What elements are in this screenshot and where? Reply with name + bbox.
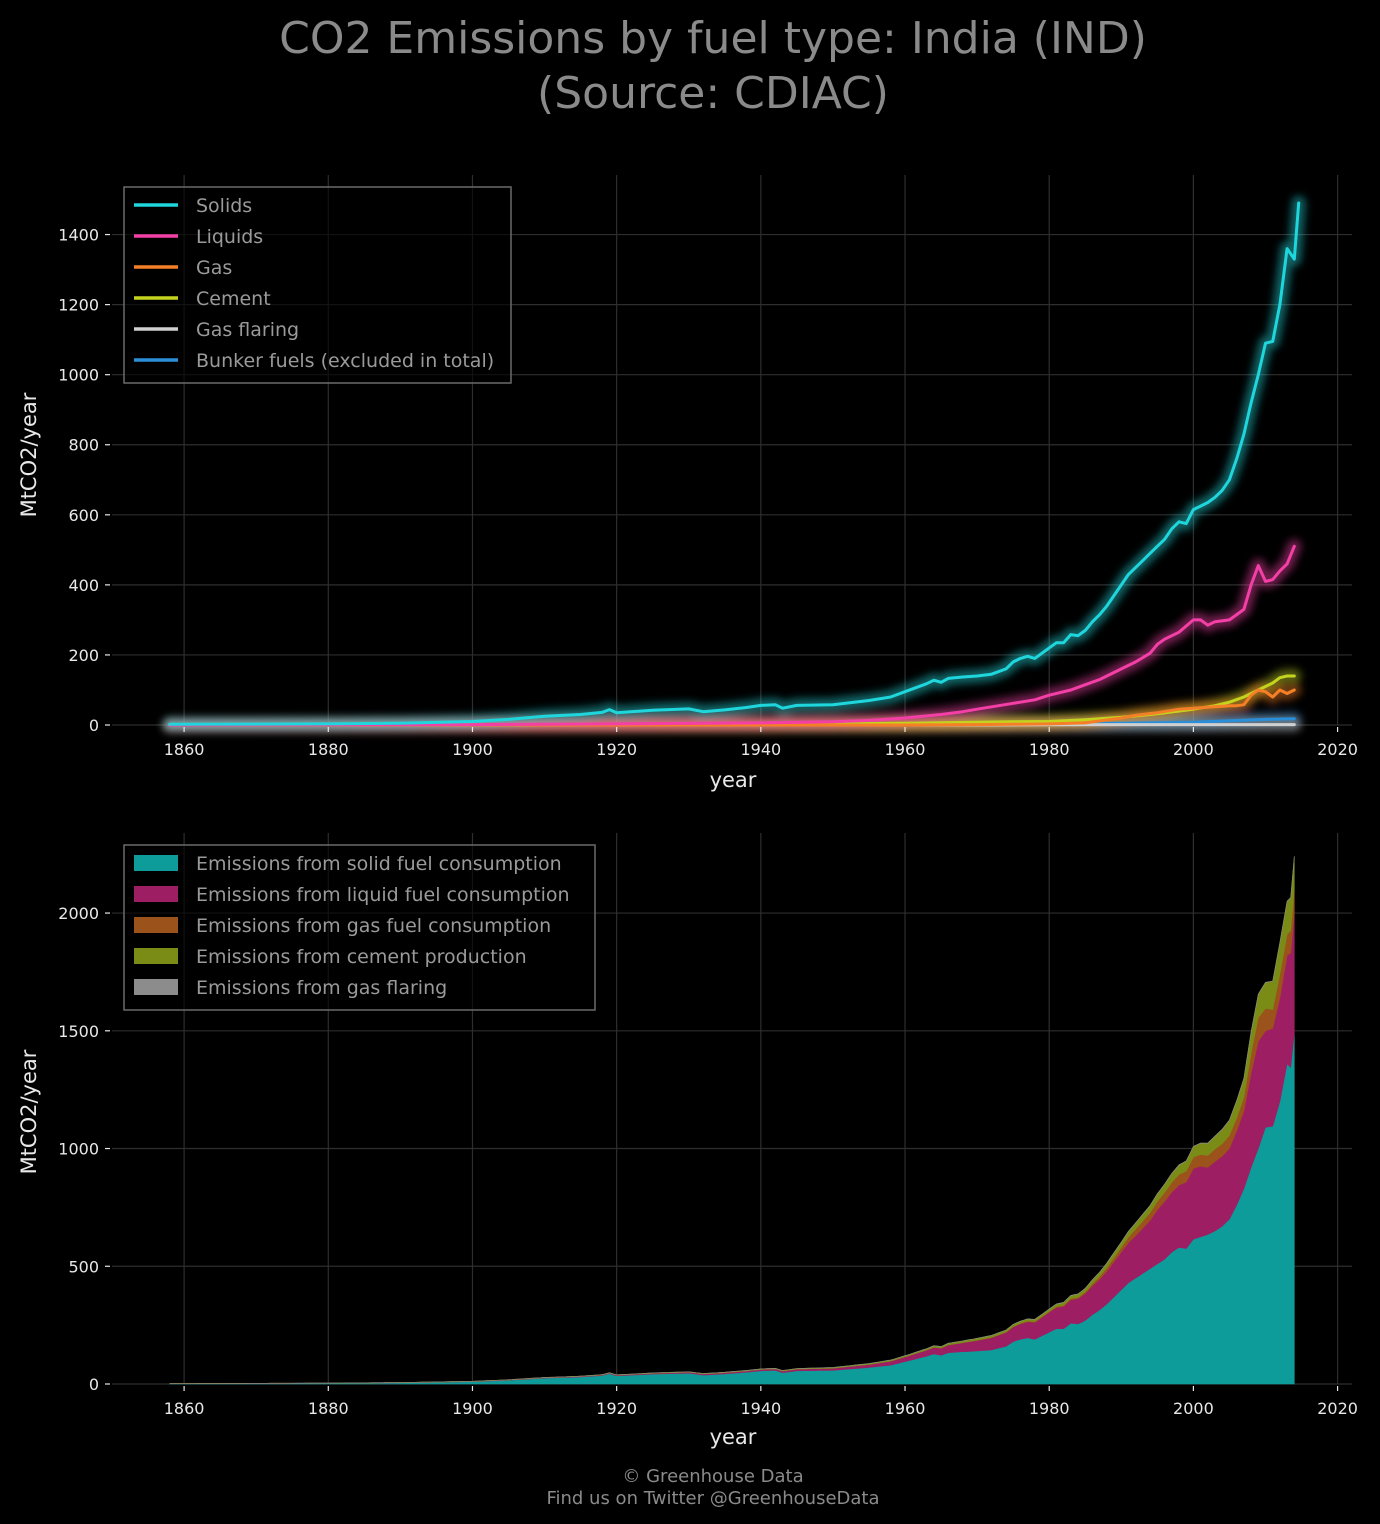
area-chart-ytick-label-2000: 2000	[58, 904, 99, 923]
line-chart-legend-label-0: Solids	[196, 195, 252, 217]
area-chart-xtick-label-1860: 1860	[164, 1399, 205, 1418]
line-chart-legend-frame	[123, 186, 512, 384]
area-chart-xtick-label-2000: 2000	[1173, 1399, 1214, 1418]
line-chart-ytick-label-1000: 1000	[58, 366, 99, 385]
line-chart-ytick-label-1400: 1400	[58, 226, 99, 245]
line-chart-legend-label-1: Liquids	[196, 226, 263, 248]
area-chart-legend-frame	[123, 844, 596, 1011]
area-chart-y-ticks: 0 500 1000 1500 2000	[58, 904, 110, 1394]
area-chart-legend-swatch-4	[134, 979, 178, 995]
area-chart-x-ticks: 1860 1880 1900 1920 1940 1960 1980 2000 2020	[164, 1386, 1358, 1418]
area-chart-xtick-label-1920: 1920	[596, 1399, 637, 1418]
area-chart-legend: Emissions from solid fuel consumption Emi…	[123, 844, 596, 1011]
line-chart-x-ticks: 1860 1880 1900 1920 1940 1960 1980 2000 2020	[164, 727, 1358, 759]
line-chart-series	[168, 201, 1301, 727]
area-chart-legend-label-2: Emissions from gas fuel consumption	[196, 915, 551, 937]
area-chart-legend-swatch-2	[134, 917, 178, 933]
footer-twitter: Find us on Twitter @GreenhouseData	[546, 1488, 879, 1509]
line-chart-ytick-label-1200: 1200	[58, 296, 99, 315]
line-chart-legend-label-3: Cement	[196, 288, 271, 310]
series-line-gas	[168, 688, 1296, 727]
area-band-4	[169, 856, 1295, 1384]
area-chart-legend-swatch-0	[134, 855, 178, 871]
line-chart-xtick-label-2000: 2000	[1173, 740, 1214, 759]
area-chart-x-label: year	[710, 1425, 757, 1449]
area-chart-legend-label-4: Emissions from gas flaring	[196, 977, 447, 999]
line-chart-xtick-label-2020: 2020	[1317, 740, 1358, 759]
area-chart-legend-label-1: Emissions from liquid fuel consumption	[196, 884, 570, 906]
footer-copyright: © Greenhouse Data	[622, 1466, 803, 1487]
line-chart-ytick-label-600: 600	[68, 506, 99, 525]
area-chart-xtick-label-1940: 1940	[740, 1399, 781, 1418]
area-chart-xtick-label-1880: 1880	[308, 1399, 349, 1418]
area-chart-legend-label-0: Emissions from solid fuel consumption	[196, 853, 562, 875]
line-chart-xtick-label-1920: 1920	[596, 740, 637, 759]
area-chart-legend-swatch-3	[134, 948, 178, 964]
line-chart: 1860 1880 1900 1920 1940 1960 1980 2000 2020 0 20…	[17, 175, 1358, 792]
series-line-liquids	[168, 544, 1296, 727]
area-chart-series	[169, 856, 1295, 1385]
line-chart-legend-label-5: Bunker fuels (excluded in total)	[196, 350, 494, 372]
line-chart-ytick-label-400: 400	[68, 576, 99, 595]
line-chart-xtick-label-1980: 1980	[1029, 740, 1070, 759]
area-chart-ytick-label-500: 500	[68, 1257, 99, 1276]
line-chart-legend-label-2: Gas	[196, 257, 232, 279]
line-chart-xtick-label-1960: 1960	[885, 740, 926, 759]
line-chart-xtick-label-1940: 1940	[740, 740, 781, 759]
line-chart-y-label: MtCO2/year	[17, 392, 41, 517]
line-chart-ytick-label-0: 0	[89, 716, 99, 735]
area-chart-xtick-label-1960: 1960	[885, 1399, 926, 1418]
line-chart-ytick-label-800: 800	[68, 436, 99, 455]
area-chart-xtick-label-1980: 1980	[1029, 1399, 1070, 1418]
line-chart-xtick-label-1880: 1880	[308, 740, 349, 759]
line-chart-y-ticks: 0 200 400 600 800 1000 1200 1400	[58, 226, 110, 735]
line-chart-legend-label-4: Gas flaring	[196, 319, 299, 341]
area-chart-ytick-label-1500: 1500	[58, 1022, 99, 1041]
area-chart-ytick-label-1000: 1000	[58, 1140, 99, 1159]
chart-title-line1: CO2 Emissions by fuel type: India (IND)	[279, 13, 1147, 64]
area-chart-legend-swatch-1	[134, 886, 178, 902]
area-band-0	[169, 1033, 1295, 1385]
area-chart-xtick-label-2020: 2020	[1317, 1399, 1358, 1418]
area-chart-xtick-label-1900: 1900	[452, 1399, 493, 1418]
chart-title-line2: (Source: CDIAC)	[537, 68, 889, 119]
area-chart-legend-label-3: Emissions from cement production	[196, 946, 527, 968]
series-line-solids	[168, 201, 1301, 726]
line-chart-xtick-label-1860: 1860	[164, 740, 205, 759]
line-chart-ytick-label-200: 200	[68, 646, 99, 665]
area-chart-y-label: MtCO2/year	[17, 1049, 41, 1174]
line-chart-x-label: year	[710, 768, 757, 792]
area-chart-ytick-label-0: 0	[89, 1375, 99, 1394]
line-chart-legend: Solids Liquids Gas Cement Gas flaring Bunker …	[123, 186, 512, 384]
line-chart-xtick-label-1900: 1900	[452, 740, 493, 759]
stacked-area-chart: 1860 1880 1900 1920 1940 1960 1980 2000 2020 0 50…	[17, 833, 1358, 1449]
